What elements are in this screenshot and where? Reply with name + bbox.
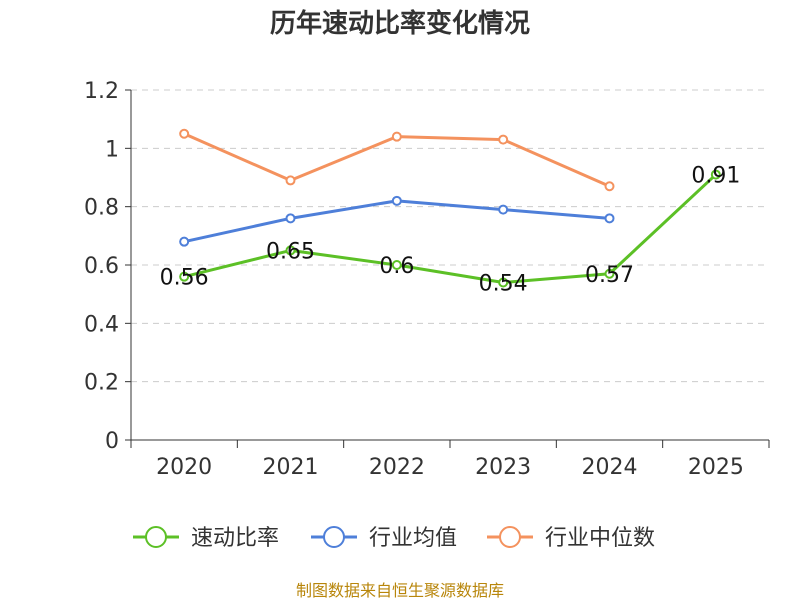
data-label: 0.91 (691, 164, 740, 189)
data-point (179, 271, 190, 282)
x-tick-label: 2024 (582, 455, 638, 480)
data-point (391, 195, 402, 206)
x-tick-label: 2025 (688, 455, 744, 480)
data-point (285, 213, 296, 224)
data-point (179, 128, 190, 139)
y-tick-label: 1.2 (84, 79, 119, 104)
y-tick-label: 0.8 (84, 196, 119, 221)
y-tick-label: 0 (105, 429, 119, 454)
data-label: 0.56 (160, 266, 209, 291)
legend: 速动比率 行业均值 行业中位数 (133, 526, 655, 551)
data-point (710, 169, 721, 180)
y-tick-label: 0.6 (84, 254, 119, 279)
legend-marker (145, 526, 167, 548)
data-point (498, 134, 509, 145)
data-point (498, 204, 509, 215)
data-point (391, 131, 402, 142)
legend-label: 行业均值 (369, 526, 457, 551)
y-tick-label: 1 (105, 137, 119, 162)
chart-title: 历年速动比率变化情况 (270, 8, 530, 39)
grid (131, 89, 769, 383)
data-label: 0.65 (266, 239, 315, 264)
data-labels: 0.56 0.65 0.6 0.54 0.57 0.91 (160, 164, 741, 297)
data-point (285, 245, 296, 256)
legend-label: 速动比率 (191, 526, 279, 551)
data-point (391, 260, 402, 270)
data-point (604, 213, 615, 224)
data-label: 0.6 (379, 254, 414, 279)
source-note: 制图数据来自恒生聚源数据库 (296, 581, 504, 600)
data-point (498, 277, 509, 288)
legend-marker (499, 526, 521, 548)
axes: 0 0.2 0.4 0.6 0.8 1 1.2 2020 2021 2022 2023 2024 202… (84, 79, 770, 480)
legend-marker (323, 526, 345, 548)
legend-label: 行业中位数 (545, 526, 655, 551)
x-tick-label: 2020 (156, 455, 212, 480)
y-tick-label: 0.2 (84, 371, 119, 396)
series-line (183, 173, 717, 284)
data-point (604, 268, 615, 279)
data-point (179, 236, 190, 247)
x-tick-label: 2023 (475, 455, 531, 480)
data-label: 0.54 (479, 272, 528, 297)
x-tick-label: 2022 (369, 455, 425, 480)
y-tick-label: 0.4 (84, 312, 119, 337)
x-tick-label: 2021 (263, 455, 319, 480)
data-label: 0.57 (585, 263, 634, 288)
series (179, 128, 721, 288)
data-point (285, 175, 296, 186)
data-point (604, 181, 615, 192)
